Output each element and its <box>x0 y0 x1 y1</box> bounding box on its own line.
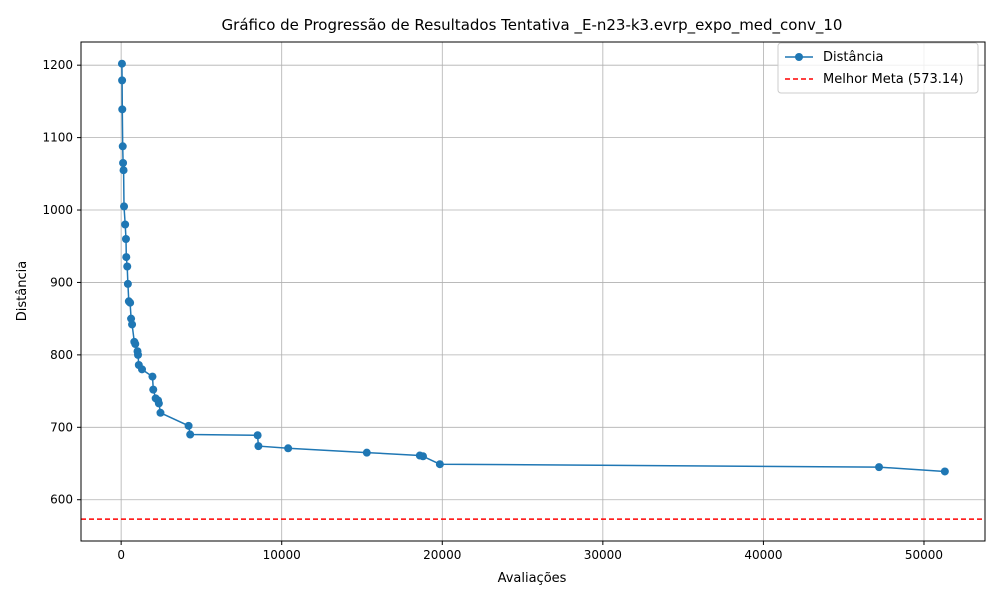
data-point <box>123 262 132 271</box>
y-tick-label: 900 <box>50 275 73 289</box>
data-point <box>128 320 137 329</box>
y-axis-ticks: 600 700 800 900 1000 1100 1200 <box>42 58 81 507</box>
data-point <box>284 444 293 453</box>
data-point <box>118 105 127 114</box>
y-tick-label: 700 <box>50 420 73 434</box>
data-point <box>435 460 444 469</box>
data-point <box>186 430 195 439</box>
series-line-distancia <box>121 63 945 473</box>
data-point <box>121 220 130 229</box>
data-point <box>253 431 262 440</box>
x-tick-label: 40000 <box>744 548 782 562</box>
data-point <box>117 59 126 68</box>
legend-marker-series <box>795 53 803 61</box>
y-axis-label: Distância <box>15 261 30 321</box>
data-point <box>419 452 428 461</box>
data-point <box>134 350 143 359</box>
data-point <box>875 463 884 472</box>
data-point <box>156 408 165 417</box>
axes-frame <box>80 41 986 542</box>
data-point <box>138 365 147 374</box>
grid <box>81 42 985 541</box>
data-point <box>121 234 130 243</box>
legend-label-series: Distância <box>823 50 883 65</box>
x-tick-label: 0 <box>117 548 125 562</box>
x-axis-ticks: 0 10000 20000 30000 40000 50000 <box>117 541 943 562</box>
data-point <box>184 421 193 430</box>
x-tick-label: 20000 <box>423 548 461 562</box>
legend-label-reference: Melhor Meta (573.14) <box>823 72 964 87</box>
plot-area <box>81 59 985 520</box>
chart-title: Gráfico de Progressão de Resultados Tent… <box>222 16 843 35</box>
x-tick-label: 10000 <box>263 548 301 562</box>
data-point <box>148 372 157 381</box>
data-point <box>118 76 127 85</box>
data-point <box>119 166 128 175</box>
y-tick-label: 1200 <box>42 58 73 72</box>
y-tick-label: 1000 <box>42 203 73 217</box>
x-axis-label: Avaliações <box>498 571 567 586</box>
data-point <box>149 385 158 394</box>
x-tick-label: 50000 <box>905 548 943 562</box>
data-point <box>119 158 128 167</box>
y-tick-label: 1100 <box>42 131 73 145</box>
legend-box <box>777 42 979 94</box>
data-point <box>122 253 131 262</box>
x-tick-label: 30000 <box>584 548 622 562</box>
y-tick-label: 800 <box>50 348 73 362</box>
data-point <box>154 399 163 408</box>
legend: Distância Melhor Meta (573.14) <box>777 42 979 94</box>
data-point <box>940 467 949 476</box>
data-point <box>254 442 263 451</box>
data-point <box>123 279 132 288</box>
y-tick-label: 600 <box>50 493 73 507</box>
data-point <box>126 298 135 307</box>
data-point <box>120 202 129 211</box>
data-point <box>118 142 127 151</box>
data-point <box>362 448 371 457</box>
data-point <box>131 340 140 349</box>
